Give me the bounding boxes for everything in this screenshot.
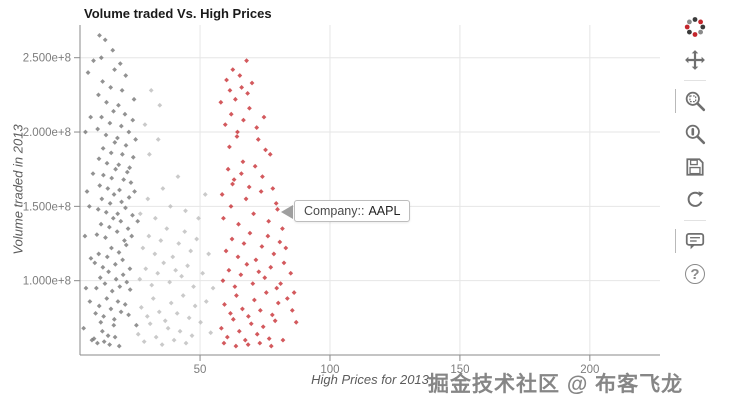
tooltip-value: AAPL <box>368 204 401 218</box>
watermark-text: 掘金技术社区 @ 布客飞龙 <box>428 373 684 396</box>
series-other-companies-dark <box>81 33 141 349</box>
x-tick-label: 100 <box>320 364 339 376</box>
hover-icon <box>685 232 705 250</box>
chart-title: Volume traded Vs. High Prices <box>84 6 272 21</box>
axes: 50 100 150 200 1.000e+8 1.500e+8 2.000e+8 2.500… <box>23 25 660 376</box>
bokeh-logo[interactable] <box>682 14 708 40</box>
wheel-zoom-tool-button[interactable] <box>682 121 708 147</box>
bokeh-toolbar: ? <box>675 14 712 287</box>
x-axis-label: High Prices for 2013 <box>311 372 429 387</box>
y-axis-label: Volume traded in 2013 <box>10 124 26 255</box>
x-tick-label: 50 <box>194 364 207 376</box>
box-zoom-tool-button[interactable] <box>675 88 708 114</box>
y-tick-label: 2.500e+8 <box>23 53 71 65</box>
tooltip-arrow <box>281 205 293 219</box>
save-tool-button[interactable] <box>682 154 708 180</box>
reset-icon <box>687 191 704 207</box>
series-AAPL <box>218 58 299 349</box>
x-tick-label: 150 <box>450 364 469 376</box>
help-icon: ? <box>685 264 705 284</box>
series-other-companies-light <box>135 88 216 347</box>
x-tick-label: 200 <box>580 364 599 376</box>
pan-icon <box>685 50 705 70</box>
grid <box>80 25 660 355</box>
y-tick-label: 1.500e+8 <box>23 201 71 213</box>
active-tool-indicator <box>675 89 676 113</box>
pan-tool-button[interactable] <box>682 47 708 73</box>
bokeh-logo-icon <box>684 17 706 37</box>
toolbar-divider <box>684 220 706 221</box>
hover-tooltip: Company:: AAPL <box>294 200 411 222</box>
help-tool-button[interactable]: ? <box>682 261 708 287</box>
box-zoom-icon <box>685 91 706 112</box>
wheel-zoom-icon <box>685 124 706 145</box>
y-tick-label: 2.000e+8 <box>23 127 71 139</box>
hover-tool-button[interactable] <box>675 228 708 254</box>
toolbar-divider <box>684 80 706 81</box>
tooltip-label: Company:: <box>304 204 365 218</box>
save-icon <box>686 158 704 176</box>
active-tool-indicator <box>675 229 676 253</box>
y-tick-label: 1.000e+8 <box>23 276 71 288</box>
reset-tool-button[interactable] <box>682 187 708 213</box>
